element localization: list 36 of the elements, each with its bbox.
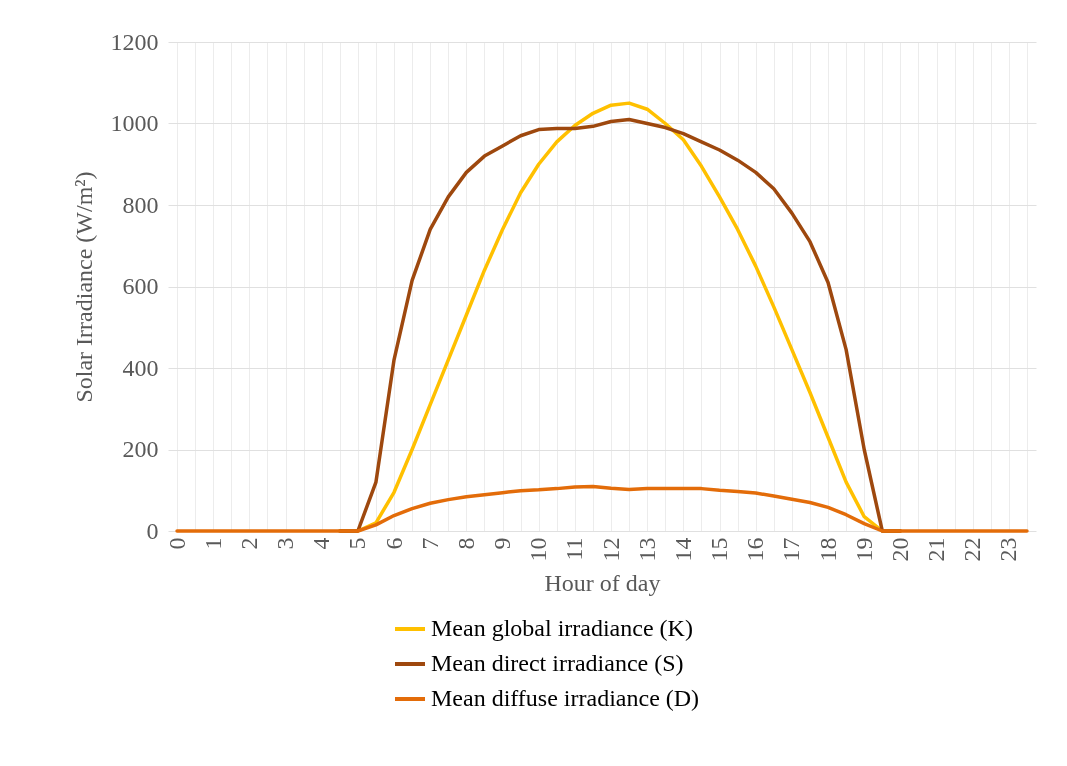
x-tick-label: 17: [778, 537, 805, 562]
x-tick-label: 10: [525, 537, 552, 562]
x-tick-label: 21: [923, 537, 950, 562]
legend-label: Mean global irradiance (K): [431, 615, 693, 641]
x-tick-label: 20: [886, 537, 913, 562]
x-tick-label: 6: [380, 537, 407, 550]
x-tick-label: 8: [452, 537, 479, 550]
y-tick-label: 1000: [110, 110, 159, 136]
x-tick-label: 3: [272, 537, 299, 550]
y-axis-title: Solar Irradiance (W/m²): [70, 171, 97, 403]
legend-label: Mean diffuse irradiance (D): [431, 685, 700, 711]
x-tick-label: 11: [561, 537, 588, 561]
x-tick-label: 23: [995, 537, 1022, 562]
y-tick-label: 1200: [110, 28, 159, 55]
y-tick-label: 200: [122, 436, 159, 462]
x-tick-label: 14: [669, 537, 696, 562]
x-tick-label: 22: [959, 537, 986, 562]
y-tick-label: 800: [122, 191, 159, 218]
x-tick-label: 4: [308, 537, 335, 550]
x-axis-title: Hour of day: [544, 569, 661, 596]
x-tick-label: 9: [489, 537, 516, 550]
x-tick-label: 0: [163, 537, 190, 550]
y-tick-label: 400: [122, 354, 159, 381]
line-series: [175, 484, 1029, 533]
x-tick-label: 16: [742, 537, 769, 562]
x-tick-label: 5: [344, 537, 371, 550]
x-tick-label: 12: [597, 537, 624, 562]
x-tick-label: 1: [199, 537, 226, 550]
x-tick-label: 19: [850, 537, 877, 562]
x-tick-label: 15: [706, 537, 733, 562]
y-tick-label: 600: [122, 273, 159, 299]
x-tick-label: 7: [416, 537, 443, 550]
x-tick-label: 18: [814, 537, 841, 562]
legend-label: Mean direct irradiance (S): [431, 650, 684, 676]
x-tick-label: 13: [633, 537, 660, 562]
x-tick-label: 2: [235, 537, 262, 550]
